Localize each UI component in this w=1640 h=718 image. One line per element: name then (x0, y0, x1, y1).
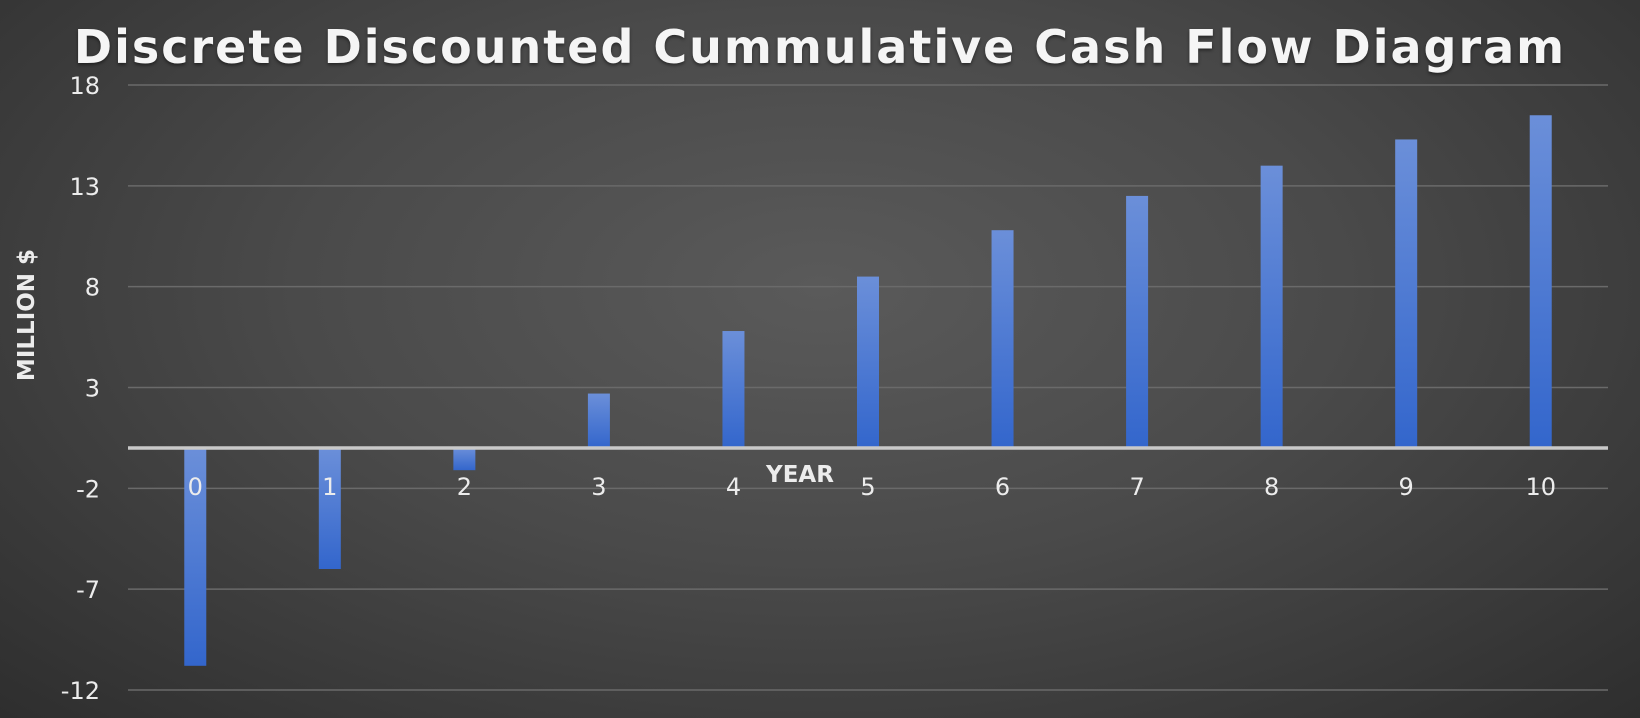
bar (184, 448, 207, 666)
y-tick-label: 13 (69, 173, 100, 201)
x-tick-label: 4 (726, 473, 741, 501)
x-tick-label: 10 (1525, 473, 1556, 501)
bar (453, 448, 476, 471)
x-tick-label: 3 (591, 473, 606, 501)
x-tick-label: 7 (1129, 473, 1144, 501)
bar (722, 331, 745, 448)
bar (318, 448, 341, 569)
y-tick-label: 8 (85, 274, 100, 302)
x-tick-label: 8 (1264, 473, 1279, 501)
bar (1395, 139, 1418, 448)
x-tick-label: 9 (1399, 473, 1414, 501)
bar (857, 276, 879, 448)
y-axis-label: MILLION $ (14, 249, 40, 381)
x-axis-label: YEAR (765, 462, 834, 488)
y-tick-label: 18 (69, 72, 100, 100)
x-tick-label: 1 (322, 473, 337, 501)
bar (991, 230, 1014, 448)
y-tick-label: 3 (85, 375, 100, 403)
bar (1529, 115, 1552, 448)
x-tick-label: 5 (860, 473, 875, 501)
x-tick-label: 0 (188, 473, 203, 501)
bar (1260, 165, 1283, 448)
y-tick-label: -7 (76, 576, 100, 604)
bar (587, 393, 610, 448)
x-tick-label: 2 (457, 473, 472, 501)
x-tick-label: 6 (995, 473, 1010, 501)
bar (1126, 195, 1149, 448)
chart-title: Discrete Discounted Cummulative Cash Flo… (73, 20, 1567, 74)
y-tick-label: -2 (76, 475, 100, 503)
y-tick-label: -12 (61, 677, 100, 705)
